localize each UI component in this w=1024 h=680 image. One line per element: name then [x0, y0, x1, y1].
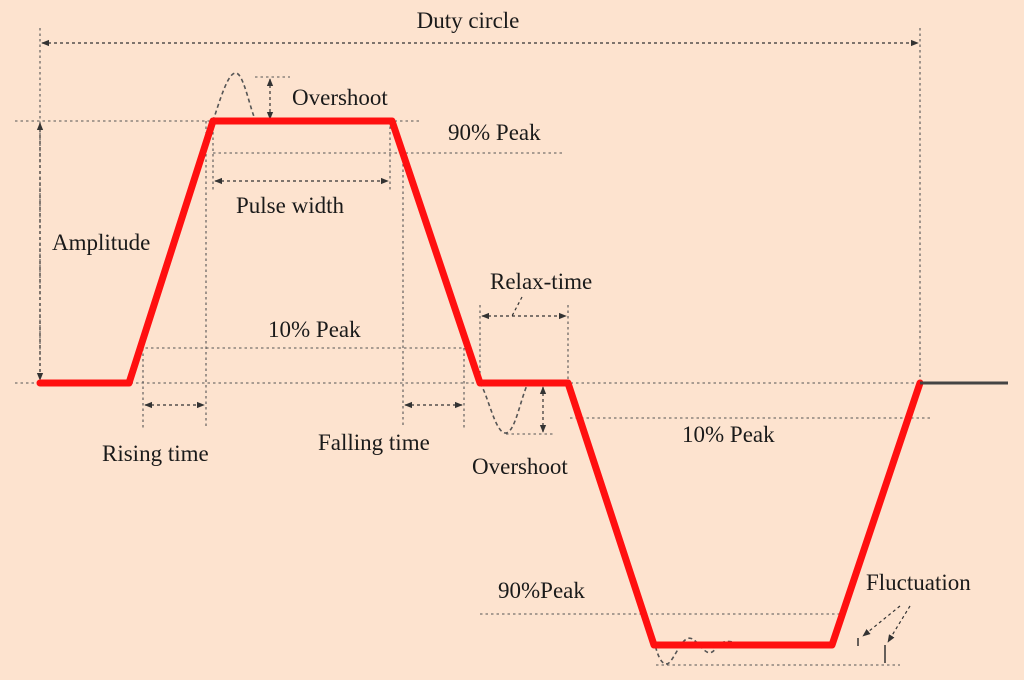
peak10-right-label: 10% Peak — [682, 422, 775, 447]
relax-time-leader — [511, 296, 523, 317]
overshoot-bottom-curve — [479, 382, 529, 434]
rising-time-label: Rising time — [102, 441, 209, 466]
pulse-width-label: Pulse width — [236, 193, 344, 218]
pulse-waveform — [36, 117, 924, 649]
fluctuation-arrow-2 — [887, 605, 911, 643]
duty-circle-label: Duty circle — [417, 8, 520, 33]
peak90-bottom-label: 90%Peak — [498, 578, 585, 603]
falling-time-label: Falling time — [318, 430, 430, 455]
overshoot-top-curve — [212, 72, 257, 122]
peak10-top-label: 10% Peak — [268, 317, 361, 342]
fluctuation-label: Fluctuation — [866, 570, 971, 595]
overshoot-bottom-label: Overshoot — [472, 454, 568, 479]
peak90-top-label: 90% Peak — [448, 120, 541, 145]
fluctuation-arrow-1 — [862, 605, 901, 637]
overshoot-top-label: Overshoot — [292, 85, 388, 110]
relax-time-label: Relax-time — [490, 269, 592, 294]
amplitude-label: Amplitude — [52, 230, 150, 255]
